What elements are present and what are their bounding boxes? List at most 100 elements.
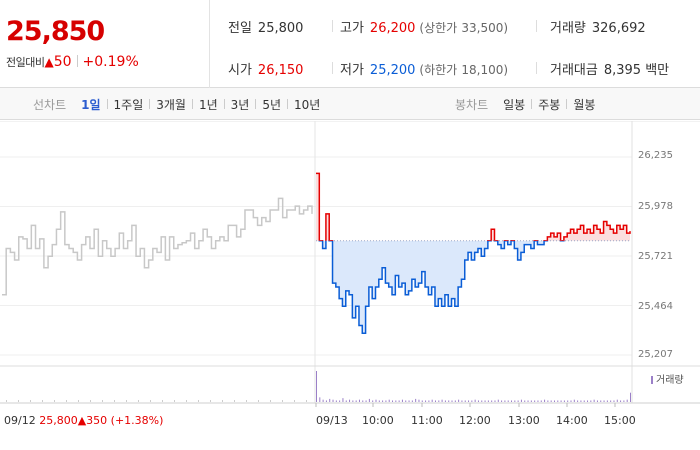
volume-bar-prev [222, 400, 223, 402]
volume-bar-prev [306, 400, 307, 402]
volume-bar [537, 400, 539, 402]
volume-bar [623, 400, 625, 402]
stat-value: 8,395 백만 [603, 63, 670, 78]
tab-3m[interactable]: 3개월 [156, 97, 186, 112]
tab-1w[interactable]: 1주일 [113, 97, 144, 112]
tab-10y[interactable]: 10년 [294, 97, 321, 112]
volume-bar [335, 400, 337, 402]
volume-bar [507, 400, 509, 402]
volume-bar [365, 400, 367, 402]
volume-bar [355, 400, 357, 402]
tab-1y[interactable]: 1년 [198, 97, 218, 112]
y-tick-label: 26,235 [638, 150, 673, 161]
stat-label: 거래량 [550, 21, 586, 36]
volume-bar [316, 371, 317, 402]
upper-limit-value: 33,500) [461, 21, 509, 35]
volume-bar-prev [138, 400, 139, 402]
volume-bar [468, 400, 470, 402]
volume-bar [583, 400, 585, 402]
intraday-chart[interactable]: 26,235 25,978 25,721 25,464 25,207 거래량 0… [0, 121, 700, 450]
volume-bar-prev [78, 400, 79, 402]
tab-monthly[interactable]: 월봉 [573, 97, 596, 112]
change-percent: +0.19% [82, 54, 139, 70]
volume-bar [530, 400, 532, 402]
volume-bar [557, 400, 559, 402]
divider [536, 20, 537, 32]
volume-bar [630, 392, 631, 402]
volume-bar [567, 400, 569, 402]
divider [149, 99, 151, 109]
tab-daily[interactable]: 일봉 [503, 97, 526, 112]
up-arrow-icon: ▲ [44, 55, 54, 69]
volume-bar [606, 400, 608, 402]
volume-bar [504, 400, 506, 402]
volume-bar [358, 399, 360, 402]
volume-bar [461, 400, 463, 402]
divider [332, 62, 333, 74]
volume-bar-prev [114, 400, 115, 402]
volume-bar-prev [186, 400, 187, 402]
divider [566, 99, 568, 109]
volume-bar [547, 400, 549, 402]
stat-open: 시가 26,150 [228, 59, 303, 78]
volume-bar [514, 400, 516, 402]
volume-bar [573, 399, 575, 402]
stat-label: 고가 [340, 21, 364, 36]
volume-bar [339, 400, 341, 402]
volume-bar-prev [42, 400, 43, 402]
line-chart-label: 선차트 [33, 97, 67, 112]
volume-legend: 거래량 [651, 371, 684, 386]
volume-bar [342, 398, 344, 402]
prev-day-info: 09/12 25,800▲350 (+1.38%) [4, 414, 163, 427]
x-tick-label: 13:00 [508, 414, 540, 427]
x-tick-label: 10:00 [362, 414, 394, 427]
today-line-up [316, 172, 631, 241]
prev-day-line [2, 197, 313, 296]
stat-value: 25,200 [369, 63, 416, 78]
volume-bar [620, 400, 622, 402]
volume-bar [577, 400, 579, 402]
divider [332, 20, 333, 32]
candle-chart-tabs: 봉차트 일봉 주봉 월봉 [455, 88, 598, 120]
volume-bar [553, 400, 555, 402]
volume-bar [464, 400, 466, 402]
volume-bar [590, 400, 592, 402]
volume-bar [325, 400, 327, 402]
volume-bar-prev [90, 400, 91, 402]
stat-value: 25,800 [257, 21, 304, 36]
volume-bar [388, 399, 390, 402]
volume-bar [454, 400, 456, 402]
volume-bar [477, 400, 479, 402]
tab-3y[interactable]: 3년 [230, 97, 250, 112]
volume-bar [345, 400, 347, 402]
volume-bar-prev [30, 400, 31, 402]
volume-bar-prev [126, 400, 127, 402]
volume-bar [451, 400, 453, 402]
lower-limit-value: 18,100) [461, 63, 509, 77]
volume-bar [319, 397, 321, 402]
volume-bar [434, 400, 436, 402]
tab-weekly[interactable]: 주봉 [538, 97, 561, 112]
volume-bar [481, 400, 483, 402]
volume-bar [550, 400, 552, 402]
volume-bar [425, 400, 427, 402]
x-tick-label: 14:00 [556, 414, 588, 427]
x-tick-label: 09/13 [316, 414, 348, 427]
volume-bar [587, 400, 589, 402]
volume-bar [458, 399, 460, 402]
volume-bar [603, 400, 605, 402]
current-price: 25,850 [6, 16, 105, 47]
volume-bar [494, 400, 496, 402]
tab-5y[interactable]: 5년 [262, 97, 282, 112]
tab-1d[interactable]: 1일 [81, 97, 101, 112]
volume-bar [421, 400, 423, 402]
volume-bar [441, 399, 443, 402]
volume-bar [431, 399, 433, 402]
volume-bar [616, 399, 618, 402]
volume-bar [418, 399, 420, 402]
divider [76, 55, 78, 67]
prev-day-change: 350 [86, 414, 108, 427]
volume-bar [524, 400, 526, 402]
volume-bar [448, 400, 450, 402]
stat-label: 저가 [340, 63, 364, 78]
